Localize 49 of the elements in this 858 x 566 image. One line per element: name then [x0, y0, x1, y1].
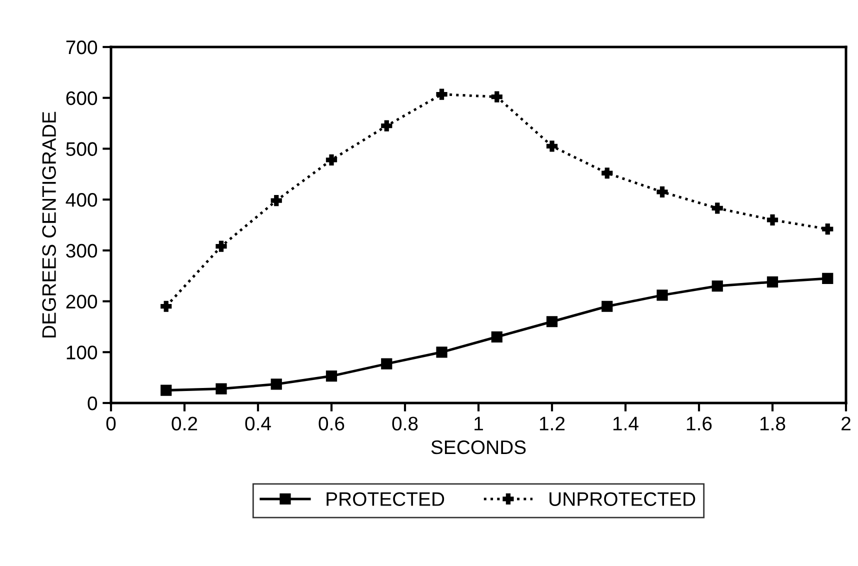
point: [216, 383, 227, 394]
point: [656, 186, 668, 198]
x-tick-label: 1: [474, 416, 483, 430]
y-tick-label: 200: [66, 294, 98, 309]
y-tick-label: 400: [66, 193, 98, 207]
x-tick-label: 1.6: [686, 416, 712, 430]
point: [436, 88, 448, 100]
x-tick-label: 1.4: [613, 416, 638, 430]
y-tick-label: 300: [66, 244, 98, 258]
y-axis-title: DEGREES CENTIGRADE: [42, 112, 56, 338]
point: [491, 91, 502, 102]
point: [326, 370, 338, 382]
y-tick-label: 700: [66, 40, 98, 54]
point: [436, 346, 448, 358]
point: [160, 300, 172, 312]
x-tick-label: 0.4: [245, 416, 271, 430]
point: [160, 384, 172, 396]
x-tick-label: 1.2: [540, 416, 565, 430]
point: [270, 195, 282, 206]
x-tick-label: 0.6: [318, 416, 344, 430]
legend-label: PROTECTED: [326, 492, 444, 506]
point: [381, 358, 392, 370]
legend-label: UNPROTECTED: [550, 492, 696, 506]
point: [766, 214, 778, 226]
point: [766, 276, 778, 288]
point: [546, 140, 558, 152]
x-tick-label: 0.8: [392, 416, 418, 430]
point: [602, 300, 613, 312]
point: [822, 272, 834, 284]
point: [656, 290, 668, 301]
point: [712, 202, 723, 214]
point: [491, 331, 502, 342]
point: [270, 378, 282, 390]
point: [216, 240, 227, 252]
y-tick-label: 600: [66, 91, 98, 106]
y-tick-label: 500: [66, 142, 98, 156]
y-tick-label: 0: [88, 396, 98, 410]
x-tick-label: 2: [842, 416, 850, 430]
point: [381, 120, 392, 132]
x-tick-label: 0.2: [172, 416, 198, 430]
y-tick-label: 100: [66, 346, 98, 360]
point: [602, 168, 613, 179]
point: [712, 280, 723, 292]
point: [822, 224, 834, 235]
x-axis-title: SECONDS: [431, 440, 526, 454]
x-tick-label: 0: [106, 416, 116, 430]
point: [546, 316, 558, 328]
point: [326, 154, 338, 166]
x-tick-label: 1.8: [760, 416, 786, 430]
